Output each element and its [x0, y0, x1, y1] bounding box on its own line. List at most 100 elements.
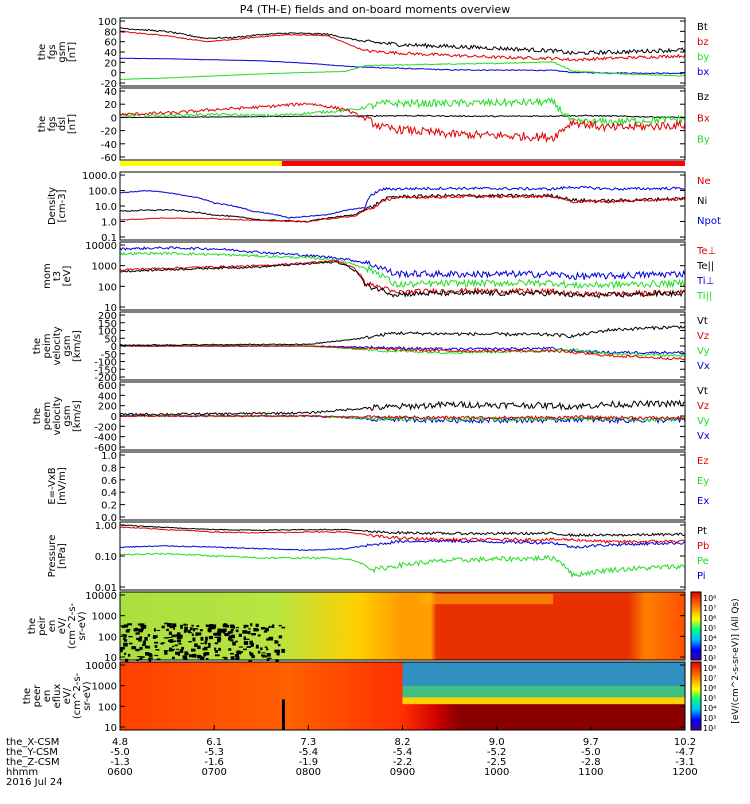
- y-tick-label: 0.6: [101, 476, 117, 487]
- x-tick-hhmm: 1100: [578, 767, 603, 778]
- y-axis-label: gsm: [62, 405, 73, 426]
- spectrogram-speckle: [164, 651, 168, 655]
- spectrogram-speckle: [281, 626, 286, 629]
- legend-entry: Ez: [697, 456, 709, 467]
- spectrogram-speckle: [123, 639, 128, 642]
- colorbar-tick-label: 10⁶: [703, 614, 716, 623]
- y-tick-label: -20: [101, 127, 117, 138]
- spectrogram-speckle: [177, 632, 181, 636]
- x-tick-hhmm: 1000: [484, 767, 509, 778]
- spectrogram-speckle: [121, 634, 127, 636]
- spectrogram-speckle: [235, 640, 238, 643]
- series-line-2: [120, 259, 685, 298]
- legend-entry: bz: [697, 37, 709, 48]
- spectrogram-speckle: [167, 636, 173, 638]
- spectrogram-speckle: [135, 648, 140, 652]
- legend-entry: Te⊥: [696, 246, 716, 257]
- spectrogram-speckle: [255, 628, 260, 632]
- y-tick-label: 1.0: [101, 218, 117, 229]
- legend-entry: Pi: [697, 571, 706, 582]
- y-axis-label: mom: [42, 263, 53, 289]
- series-line-1: [120, 344, 685, 358]
- series-line-1: [120, 251, 685, 290]
- x-tick-label: -3.1: [675, 757, 695, 768]
- x-tick-label: -5.2: [487, 747, 507, 758]
- spectrogram-speckle: [174, 644, 178, 647]
- legend-entry: Bz: [697, 92, 709, 103]
- spectrogram-speckle: [236, 627, 239, 629]
- x-tick-label: 8.2: [395, 737, 411, 748]
- legend-entry: Ti||: [696, 291, 712, 302]
- panel-fgs-dsl: [119, 87, 686, 161]
- y-axis-label: peim: [42, 333, 53, 358]
- spectrogram-speckle: [266, 653, 271, 657]
- spectrogram-speckle: [124, 652, 127, 655]
- spectrogram-speckle: [176, 648, 179, 650]
- spectrogram-speckle: [161, 625, 165, 629]
- panel-peim-velocity: [119, 311, 686, 381]
- y-tick-label: 100: [98, 282, 117, 293]
- spectrogram-speckle: [154, 654, 159, 657]
- spectrogram-speckle: [169, 625, 173, 629]
- spectrogram-speckle: [127, 653, 131, 657]
- y-axis-label: eV/: [57, 617, 68, 634]
- y-tick-label: 10000: [85, 661, 117, 672]
- spectrogram-speckle: [207, 628, 212, 632]
- spectrogram-speckle: [255, 647, 259, 649]
- spectrogram-speckle: [255, 623, 259, 627]
- spectrogram-speckle: [147, 633, 151, 637]
- spectrogram-speckle: [180, 624, 183, 629]
- spectrogram-speckle: [276, 652, 280, 656]
- spectrogram-speckle: [191, 653, 197, 658]
- legend-entry: bx: [697, 67, 709, 78]
- spectrogram-speckle: [145, 645, 148, 649]
- y-tick-label: 1000.0: [82, 171, 117, 182]
- y-tick-label: 0.1: [101, 233, 117, 244]
- y-tick-label: 200: [98, 402, 117, 413]
- y-tick-label: -100: [94, 358, 117, 369]
- y-axis-label: (cm^2-s-: [72, 672, 83, 719]
- spectrogram-speckle: [172, 623, 177, 628]
- spectrogram-speckle: [238, 633, 242, 637]
- legend-entry: Vy: [697, 346, 710, 357]
- spectrogram-speckle: [184, 626, 188, 631]
- spectrogram-speckle: [122, 637, 126, 640]
- series-line-3: [120, 524, 685, 538]
- y-tick-label: -150: [94, 365, 117, 376]
- series-line-0: [120, 185, 685, 219]
- spectrogram-speckle: [170, 648, 176, 651]
- x-tick-hhmm: 1200: [672, 767, 697, 778]
- y-tick-label: 100: [98, 702, 117, 713]
- spectrogram-speckle: [161, 642, 166, 644]
- y-tick-label: 1000: [92, 612, 117, 623]
- panel-frame: [119, 171, 686, 241]
- spectrogram-speckle: [137, 628, 143, 631]
- spectrogram-speckle: [166, 622, 172, 627]
- legend-entry: Ti⊥: [696, 276, 714, 287]
- colorbar-tick-label: 10²: [703, 654, 716, 663]
- x-tick-label: 9.7: [583, 737, 599, 748]
- colorbar-tick-label: 10³: [703, 644, 716, 653]
- x-tick-label: -2.5: [487, 757, 507, 768]
- spectrogram-speckle: [229, 652, 234, 655]
- spectrogram-speckle: [138, 629, 143, 633]
- spectrogram-speckle: [207, 642, 211, 645]
- spectrogram-speckle: [178, 634, 183, 638]
- y-axis-label: the: [32, 408, 43, 424]
- y-axis-label: [mV/m]: [57, 467, 68, 505]
- legend-entry: By: [697, 135, 710, 146]
- y-tick-label: 60: [104, 38, 117, 49]
- spectrogram-speckle: [191, 633, 194, 637]
- series-line-0: [120, 57, 685, 75]
- legend-entry: Vt: [697, 316, 708, 327]
- spectrogram-speckle: [147, 645, 151, 649]
- spectrogram-speckle: [120, 646, 125, 650]
- spectrogram-speckle: [166, 628, 169, 632]
- y-axis-label: eV/: [62, 687, 73, 704]
- panel-frame: [119, 591, 686, 661]
- spectrogram-speckle: [171, 634, 176, 638]
- panel-peem-velocity: [119, 381, 686, 451]
- spectrogram-speckle: [144, 637, 148, 641]
- spectrogram-speckle: [185, 630, 190, 632]
